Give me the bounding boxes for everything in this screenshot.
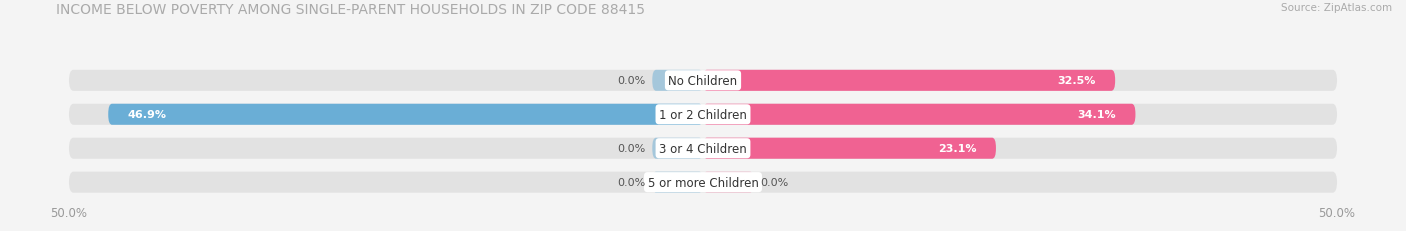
Text: 1 or 2 Children: 1 or 2 Children [659, 108, 747, 121]
Text: 32.5%: 32.5% [1057, 76, 1097, 86]
FancyBboxPatch shape [703, 172, 754, 193]
Text: 46.9%: 46.9% [128, 110, 166, 120]
FancyBboxPatch shape [703, 104, 1136, 125]
FancyBboxPatch shape [703, 138, 995, 159]
Text: 0.0%: 0.0% [617, 76, 645, 86]
Text: 0.0%: 0.0% [617, 144, 645, 154]
Text: 34.1%: 34.1% [1078, 110, 1116, 120]
Text: 0.0%: 0.0% [761, 177, 789, 187]
Text: 3 or 4 Children: 3 or 4 Children [659, 142, 747, 155]
FancyBboxPatch shape [652, 70, 703, 91]
Text: No Children: No Children [668, 74, 738, 88]
FancyBboxPatch shape [69, 70, 1337, 91]
FancyBboxPatch shape [69, 172, 1337, 193]
Text: 23.1%: 23.1% [938, 144, 977, 154]
FancyBboxPatch shape [69, 138, 1337, 159]
Text: INCOME BELOW POVERTY AMONG SINGLE-PARENT HOUSEHOLDS IN ZIP CODE 88415: INCOME BELOW POVERTY AMONG SINGLE-PARENT… [56, 3, 645, 17]
FancyBboxPatch shape [652, 172, 703, 193]
Text: 0.0%: 0.0% [617, 177, 645, 187]
Text: 5 or more Children: 5 or more Children [648, 176, 758, 189]
FancyBboxPatch shape [652, 138, 703, 159]
FancyBboxPatch shape [703, 70, 1115, 91]
Text: Source: ZipAtlas.com: Source: ZipAtlas.com [1281, 3, 1392, 13]
FancyBboxPatch shape [108, 104, 703, 125]
FancyBboxPatch shape [69, 104, 1337, 125]
